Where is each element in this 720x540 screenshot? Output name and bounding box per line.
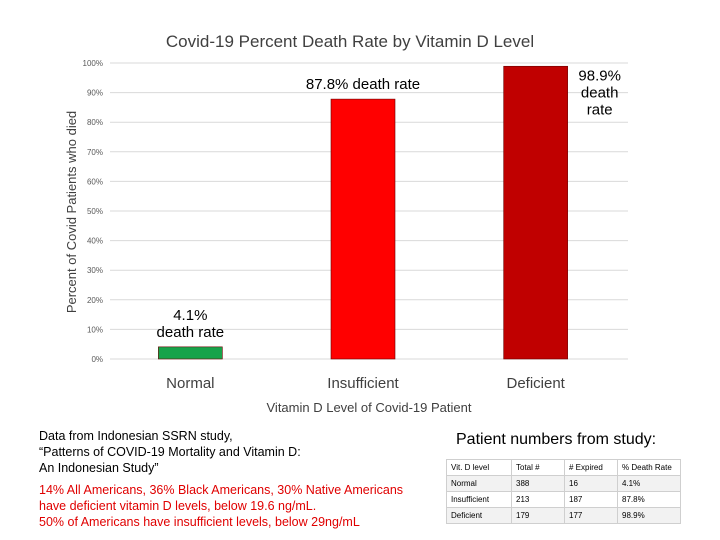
data-label: rate (587, 101, 613, 118)
table-cell: Normal (446, 475, 512, 492)
x-category-label: Insufficient (327, 375, 399, 392)
x-axis-categories: Normal Insufficient Deficient (166, 375, 566, 392)
bar-deficient (503, 65, 568, 360)
table-title: Patient numbers from study: (456, 431, 657, 448)
y-tick-label: 0% (91, 355, 103, 364)
table-cell: 213 (511, 491, 565, 508)
source-note-line-1: Data from Indonesian SSRN study, (39, 429, 233, 443)
y-tick-label: 90% (87, 89, 103, 98)
deficiency-note-1: 14% All Americans, 36% Black Americans, … (39, 483, 404, 497)
y-tick-label: 20% (87, 296, 103, 305)
chart-title: Covid-19 Percent Death Rate by Vitamin D… (166, 32, 534, 51)
y-axis-label: Percent of Covid Patients who died (64, 111, 79, 313)
x-category-label: Deficient (506, 375, 565, 392)
table-row: Insufficient 213 187 87.8% (446, 491, 681, 508)
y-axis-ticks: 0% 10% 20% 30% 40% 50% 60% 70% 80% 90% 100% (83, 59, 103, 364)
death-rate-chart: Covid-19 Percent Death Rate by Vitamin D… (64, 32, 628, 415)
table-cell: 388 (511, 475, 565, 492)
table-cell: 4.1% (617, 475, 681, 492)
data-label: death (581, 84, 619, 101)
y-tick-label: 40% (87, 237, 103, 246)
y-tick-label: 100% (83, 59, 103, 68)
data-label: 4.1% (173, 307, 207, 324)
table-row: Deficient 179 177 98.9% (446, 507, 681, 524)
y-tick-label: 50% (87, 207, 103, 216)
y-tick-label: 60% (87, 177, 103, 186)
y-tick-label: 80% (87, 118, 103, 127)
data-label: death rate (157, 324, 225, 341)
bar-normal (158, 346, 223, 360)
y-tick-label: 30% (87, 266, 103, 275)
table-cell: 177 (564, 507, 618, 524)
table-header: % Death Rate (617, 459, 681, 476)
insufficiency-note: 50% of Americans have insufficient level… (39, 515, 360, 529)
table-header: Total # (511, 459, 565, 476)
y-tick-label: 10% (87, 325, 103, 334)
deficiency-note-2: have deficient vitamin D levels, below 1… (39, 499, 317, 513)
data-label: 98.9% (578, 67, 621, 84)
data-label: 87.8% death rate (306, 76, 420, 93)
table-row: Normal 388 16 4.1% (446, 475, 681, 492)
patient-table: Vit. D level Total # # Expired % Death R… (446, 459, 681, 524)
table-header-row: Vit. D level Total # # Expired % Death R… (446, 459, 681, 476)
table-cell: Deficient (446, 507, 512, 524)
table-header: Vit. D level (446, 459, 512, 476)
table-cell: 98.9% (617, 507, 681, 524)
table-cell: 87.8% (617, 491, 681, 508)
source-note-line-2: “Patterns of COVID-19 Mortality and Vita… (39, 445, 301, 459)
bars (158, 65, 568, 360)
x-axis-label: Vitamin D Level of Covid-19 Patient (267, 400, 472, 415)
table-cell: 187 (564, 491, 618, 508)
table-header: # Expired (564, 459, 618, 476)
source-note-line-3: An Indonesian Study” (39, 461, 159, 475)
y-tick-label: 70% (87, 148, 103, 157)
table-cell: Insufficient (446, 491, 512, 508)
bar-insufficient (330, 98, 396, 360)
table-cell: 179 (511, 507, 565, 524)
table-cell: 16 (564, 475, 618, 492)
x-category-label: Normal (166, 375, 214, 392)
